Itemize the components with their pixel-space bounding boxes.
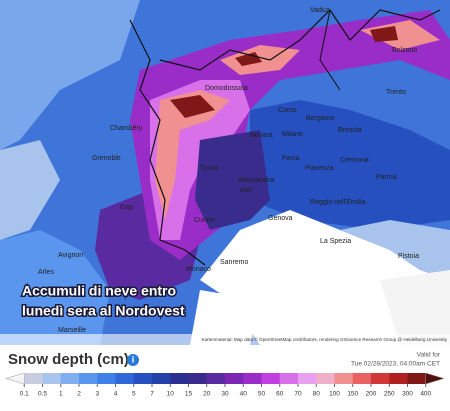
city-label: Sanremo [220,259,249,266]
city-label: Arles [38,269,54,276]
city-label: Como [278,107,297,114]
map: Vaduz Bolzano Trento Domodossola Como Be… [0,0,450,345]
colorbar-segment [188,373,208,384]
city-label: Parma [376,174,397,181]
caption: lunedì sera al Nordovest [22,303,185,319]
colorbar-segment [279,373,299,384]
colorbar-segment [42,373,62,384]
colorbar-segment [352,373,372,384]
city-label: Grenoble [92,155,121,162]
colorbar-label: 7 [150,391,154,398]
attribution: Kartenmaterial: Map data © OpenStreetMap… [201,336,447,342]
caption: Accumuli di neve entro [22,283,176,299]
colorbar-segment [97,373,116,384]
colorbar-label: 200 [366,391,377,398]
city-label: Cuneo [194,217,215,224]
colorbar-label: 0.1 [20,391,29,398]
colorbar-segment [243,373,262,384]
colorbar-label: 70 [294,391,302,398]
colorbar-segment [170,373,189,384]
colorbar-label: 250 [384,391,395,398]
colorbar-segment [79,373,98,384]
city-label: Gap [120,204,133,211]
colorbar-end [425,372,445,385]
city-label: Domodossola [205,85,248,92]
colorbar-segment [133,373,153,384]
colorbar-label: 1 [59,391,63,398]
colorbar-label: 10 [167,391,175,398]
colorbar-label: 50 [258,391,266,398]
legend-title: Snow depth (cm) [8,351,129,368]
city-label: Pistoia [398,253,419,260]
colorbar-label: 15 [185,391,193,398]
city-label: Milano [282,131,303,138]
city-label: Trento [386,89,406,96]
city-label: Novara [250,132,273,139]
colorbar-label: 400 [420,391,431,398]
city-label: Monaco [186,266,211,273]
city-label: Alessandria [238,177,275,184]
city-label: Genova [268,215,293,222]
colorbar-segment [371,373,390,384]
colorbar-segment [24,373,43,384]
city-label: Chambéry [110,125,143,132]
colorbar: 0.1 0.5 1 2 3 4 5 7 10 15 20 30 40 50 60 70 80 100 150 200 2… [5,372,445,398]
city-label: Vaduz [310,7,330,14]
colorbar-label: 80 [313,391,321,398]
colorbar-label: 3 [95,391,99,398]
colorbar-segment [206,373,226,384]
city-label: Pavia [282,155,300,162]
city-label: Torino [200,165,219,172]
valid-label: Valid for [417,352,441,359]
city-label: Avignon [58,252,83,259]
city-label: Brescia [338,127,361,134]
colorbar-label: 20 [203,391,211,398]
colorbar-label: 60 [276,391,284,398]
city-label: Reggio nell'Emilia [310,199,366,206]
colorbar-segment [115,373,135,384]
colorbar-segment [152,373,171,384]
colorbar-segment [407,373,427,384]
colorbar-label: 0.5 [38,391,47,398]
colorbar-segment [298,373,317,384]
city-label: Piacenza [305,165,334,172]
valid-time: Tue 02/28/2023, 04:00am CET [351,361,440,368]
colorbar-label: 4 [114,391,118,398]
colorbar-label: 40 [240,391,248,398]
city-label: La Spezia [320,238,351,245]
info-icon[interactable]: i [127,354,139,366]
colorbar-segment [334,373,354,384]
city-label: Asti [240,187,252,194]
colorbar-segment [60,373,80,384]
colorbar-label: 5 [132,391,136,398]
city-label: Cremona [340,157,369,164]
colorbar-label: 2 [77,391,81,398]
colorbar-segment [389,373,408,384]
colorbar-segment [225,373,244,384]
city-label: Bergamo [306,115,335,122]
colorbar-segment [261,373,281,384]
city-label: Bolzano [392,47,417,54]
colorbar-segment [316,373,335,384]
city-label: Marseille [58,327,86,334]
svg-text:i: i [132,354,135,364]
colorbar-label: 150 [347,391,358,398]
colorbar-label: 300 [402,391,413,398]
colorbar-end [5,372,25,385]
colorbar-label: 100 [329,391,340,398]
colorbar-label: 30 [221,391,229,398]
